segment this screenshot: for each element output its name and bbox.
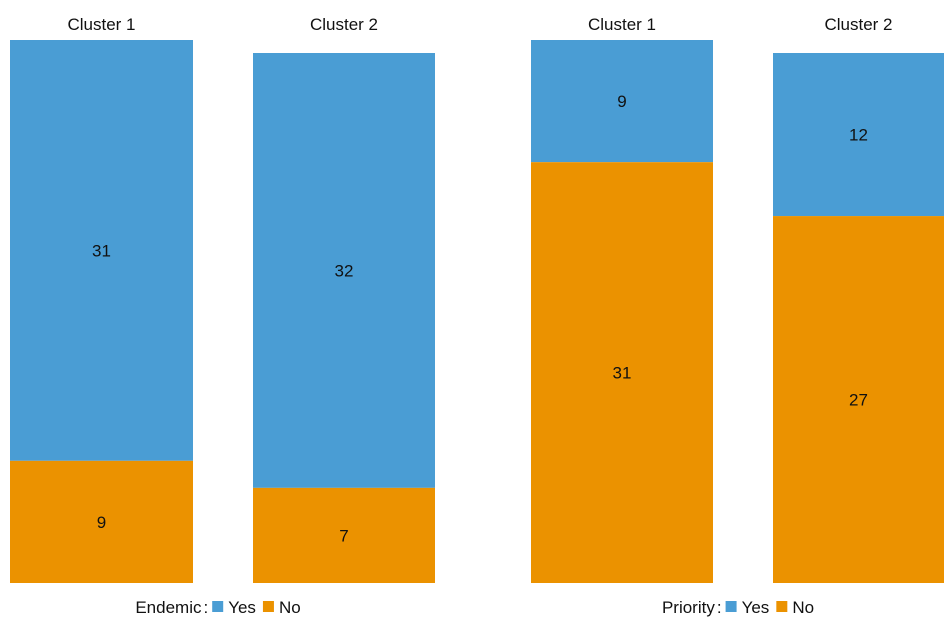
category-label: Cluster 1 [67, 15, 135, 34]
bar-segment-no-1 [10, 460, 193, 583]
category-label: Cluster 2 [824, 15, 892, 34]
legend-label-yes: Yes [228, 598, 256, 617]
legend-separator: : [717, 598, 722, 617]
legend-swatch-no [776, 601, 788, 612]
bar-segment-no-2 [253, 487, 435, 583]
data-label: 12 [849, 126, 868, 145]
bar-segment-no-1 [531, 162, 713, 584]
bar-segment-yes-2 [253, 53, 435, 488]
legend-separator: : [203, 598, 208, 617]
legend-label-no: No [279, 598, 301, 617]
legend: Priority: Yes No [662, 598, 814, 617]
legend-swatch-yes [725, 601, 737, 612]
category-label: Cluster 1 [588, 15, 656, 34]
data-label: 7 [339, 526, 348, 545]
legend-label-no: No [792, 598, 814, 617]
chart-panel-1: 31 9 Cluster 1 32 7 Cluster 2 Endemic: Yes No [10, 15, 435, 617]
legend-title: Endemic [135, 598, 202, 617]
data-label: 27 [849, 391, 868, 410]
bar-segment-yes-1 [531, 40, 713, 163]
data-label: 32 [335, 261, 354, 280]
data-label: 31 [613, 364, 632, 383]
bar-segment-no-2 [773, 216, 944, 584]
data-label: 31 [92, 241, 111, 260]
legend-swatch-yes [212, 601, 224, 612]
data-label: 9 [617, 92, 626, 111]
bar-segment-yes-2 [773, 53, 944, 217]
legend: Endemic: Yes No [135, 598, 300, 617]
data-label: 9 [97, 513, 106, 532]
bar-segment-yes-1 [10, 40, 193, 461]
chart-panel-2: 9 31 Cluster 1 12 27 Cluster 2 Priority: Yes No [531, 15, 944, 617]
legend-label-yes: Yes [742, 598, 770, 617]
legend-swatch-no [262, 601, 274, 612]
legend-title: Priority [662, 598, 715, 617]
category-label: Cluster 2 [310, 15, 378, 34]
